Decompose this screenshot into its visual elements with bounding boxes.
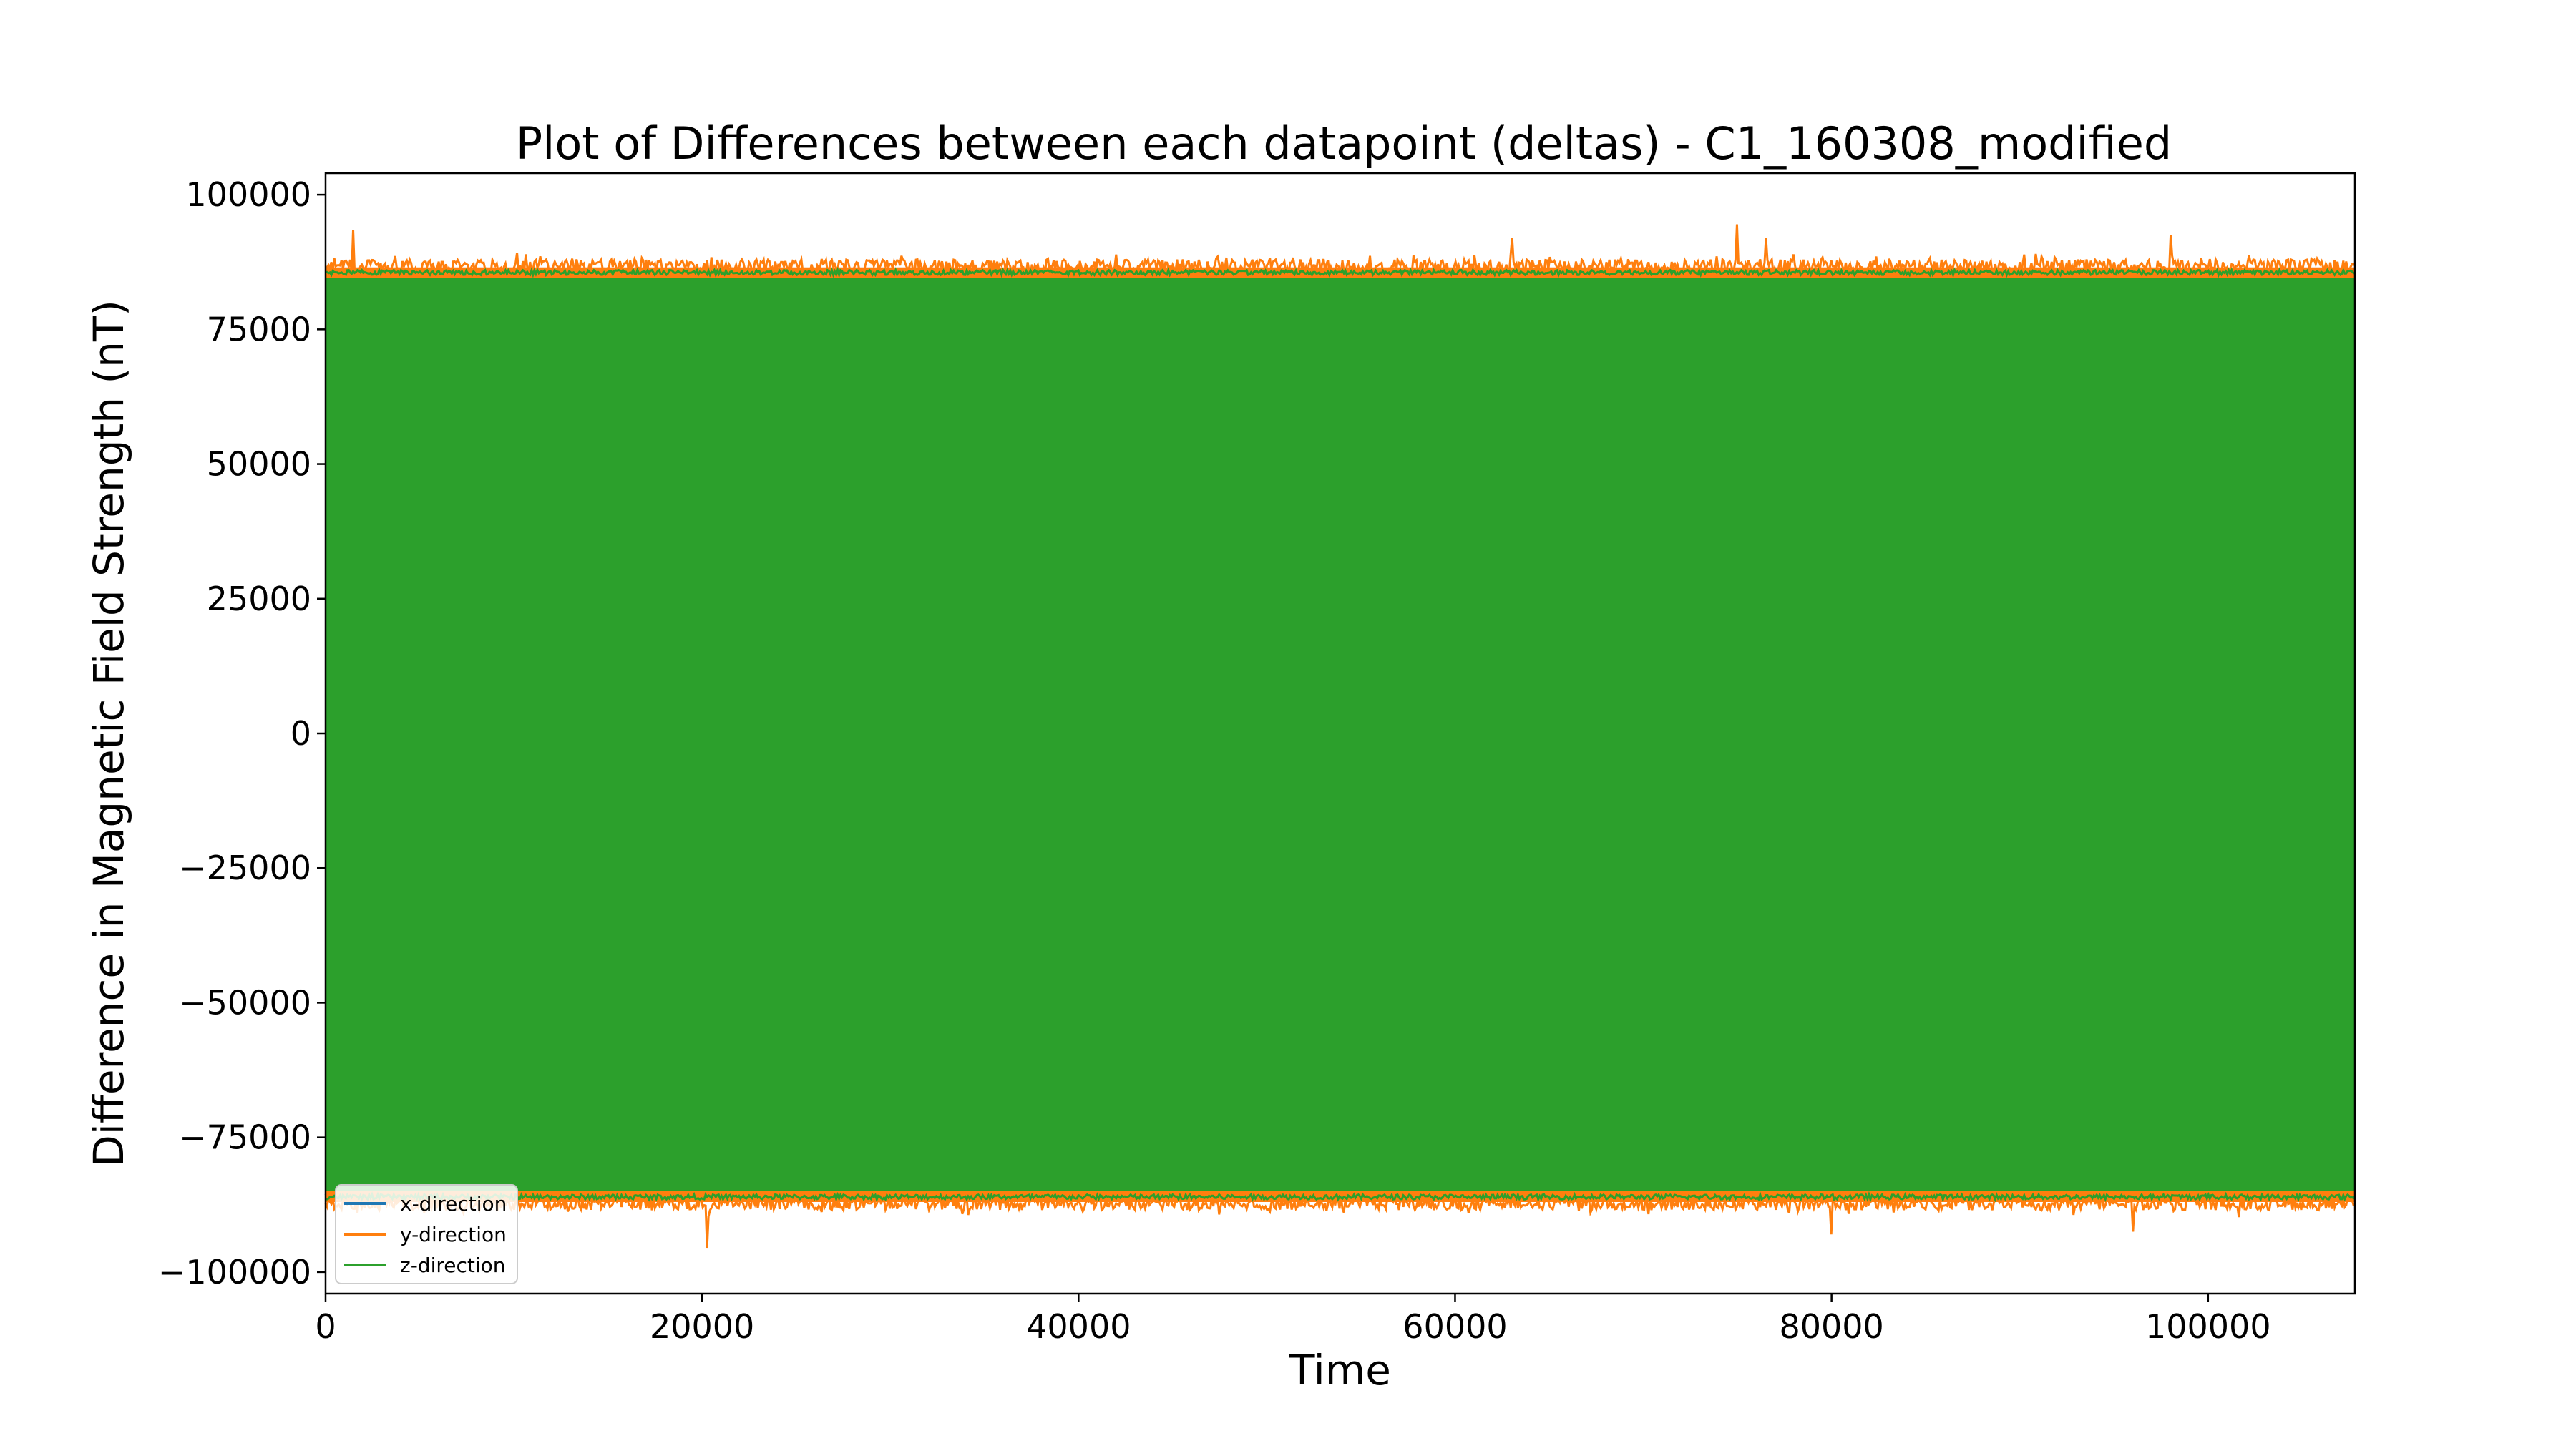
legend-label-z-direction: z-direction	[400, 1254, 506, 1277]
y-axis: 100000 75000 50000 25000 0 −25000 −50000 −75000…	[158, 175, 326, 1291]
plot-area	[324, 172, 2356, 1295]
x-tick-label: 40000	[1026, 1307, 1131, 1346]
x-axis-label: Time	[1289, 1346, 1391, 1395]
x-tick-label: 60000	[1402, 1307, 1507, 1346]
x-tick-label: 80000	[1779, 1307, 1883, 1346]
series-lower-edge-z-direction	[325, 1191, 2356, 1203]
legend-label-x-direction: x-direction	[400, 1192, 507, 1216]
y-tick-label: 25000	[207, 580, 311, 618]
series-layer	[324, 224, 2356, 1249]
x-tick-label: 0	[315, 1307, 336, 1346]
series-upper-edge-z-direction	[325, 266, 2356, 279]
legend: x-direction y-direction z-direction	[335, 1184, 518, 1284]
series-lower-edge-y-direction	[324, 1192, 2356, 1249]
y-tick-label: −25000	[179, 849, 311, 887]
x-axis: 0 20000 40000 60000 80000 100000	[315, 1294, 2271, 1346]
chart-title: Plot of Differences between each datapoi…	[516, 117, 2172, 170]
legend-label-y-direction: y-direction	[400, 1223, 507, 1246]
y-tick-label: −75000	[179, 1118, 311, 1157]
y-tick-label: 0	[291, 714, 311, 753]
series-band-z-direction	[326, 278, 2355, 1191]
x-tick-label: 100000	[2145, 1307, 2271, 1346]
legend-box	[335, 1184, 518, 1284]
y-tick-label: 75000	[207, 310, 311, 348]
y-tick-label: 50000	[207, 445, 311, 484]
y-tick-label: 100000	[185, 175, 311, 214]
series-z-direction	[325, 266, 2356, 1203]
y-tick-label: −100000	[158, 1253, 311, 1291]
y-tick-label: −50000	[179, 983, 311, 1022]
y-axis-label: Difference in Magnetic Field Strength (n…	[84, 300, 133, 1167]
x-tick-label: 20000	[650, 1307, 754, 1346]
